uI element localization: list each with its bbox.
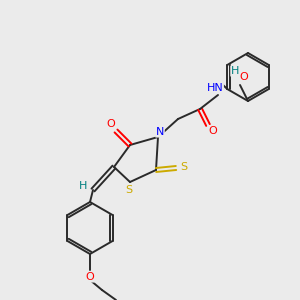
Text: H: H xyxy=(231,66,239,76)
Text: S: S xyxy=(125,185,133,195)
Text: O: O xyxy=(85,272,94,282)
Text: O: O xyxy=(106,119,116,129)
Text: S: S xyxy=(180,162,188,172)
Text: HN: HN xyxy=(207,83,224,93)
Text: O: O xyxy=(208,126,217,136)
Text: H: H xyxy=(79,181,87,191)
Text: O: O xyxy=(240,72,248,82)
Text: N: N xyxy=(156,127,164,137)
